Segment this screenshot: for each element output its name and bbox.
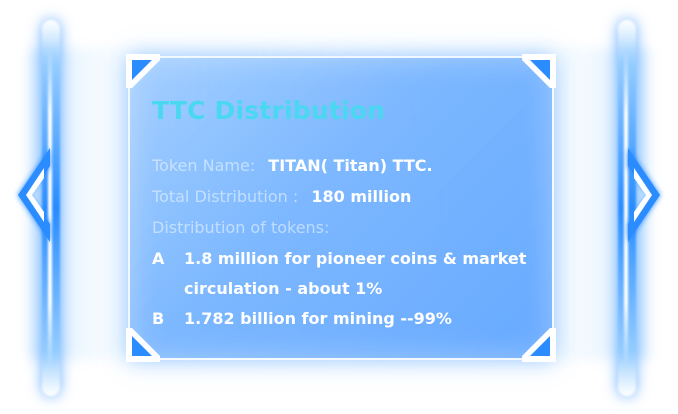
distribution-card: TTC Distribution Token Name: TITAN( Tita…: [126, 54, 556, 362]
corner-bracket-icon: [522, 328, 556, 362]
token-name-label: Token Name:: [152, 156, 256, 175]
list-item-text: 1.782 billion for mining --99%: [184, 309, 452, 328]
list-marker: A: [152, 249, 165, 268]
corner-bracket-icon: [126, 54, 160, 88]
chevron-right-icon[interactable]: [622, 140, 668, 250]
total-distribution-row: Total Distribution : 180 million: [152, 187, 411, 206]
chevron-left-icon[interactable]: [10, 140, 56, 250]
token-name-value: TITAN( Titan) TTC.: [268, 156, 433, 175]
list-item: B 1.782 billion for mining --99%: [152, 304, 542, 334]
distribution-label: Distribution of tokens:: [152, 218, 330, 237]
list-item-text: 1.8 million for pioneer coins & market c…: [184, 249, 527, 298]
left-frame-bar: [42, 20, 60, 396]
corner-bracket-icon: [522, 54, 556, 88]
corner-bracket-icon: [126, 328, 160, 362]
right-frame-bar: [618, 20, 636, 396]
token-name-row: Token Name: TITAN( Titan) TTC.: [152, 156, 433, 175]
card-title: TTC Distribution: [152, 96, 386, 125]
list-marker: B: [152, 309, 165, 328]
list-item: A 1.8 million for pioneer coins & market…: [152, 244, 542, 304]
total-distribution-value: 180 million: [311, 187, 412, 206]
total-distribution-label: Total Distribution :: [152, 187, 299, 206]
